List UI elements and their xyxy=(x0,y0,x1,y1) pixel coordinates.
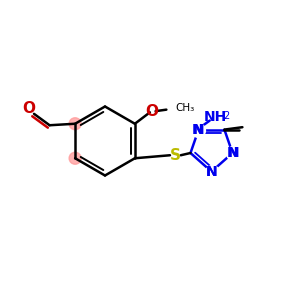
Text: CH₃: CH₃ xyxy=(176,103,195,113)
Text: O: O xyxy=(145,104,158,119)
Text: NH: NH xyxy=(203,110,227,124)
Text: N: N xyxy=(228,146,239,160)
Text: N: N xyxy=(193,123,204,136)
Circle shape xyxy=(69,152,81,164)
Text: S: S xyxy=(170,148,181,163)
Text: N: N xyxy=(206,165,217,178)
Text: N: N xyxy=(192,123,203,136)
Text: 2: 2 xyxy=(224,110,230,121)
Text: N: N xyxy=(227,146,238,160)
Text: O: O xyxy=(22,101,35,116)
Text: N: N xyxy=(206,165,217,179)
Circle shape xyxy=(69,118,81,130)
